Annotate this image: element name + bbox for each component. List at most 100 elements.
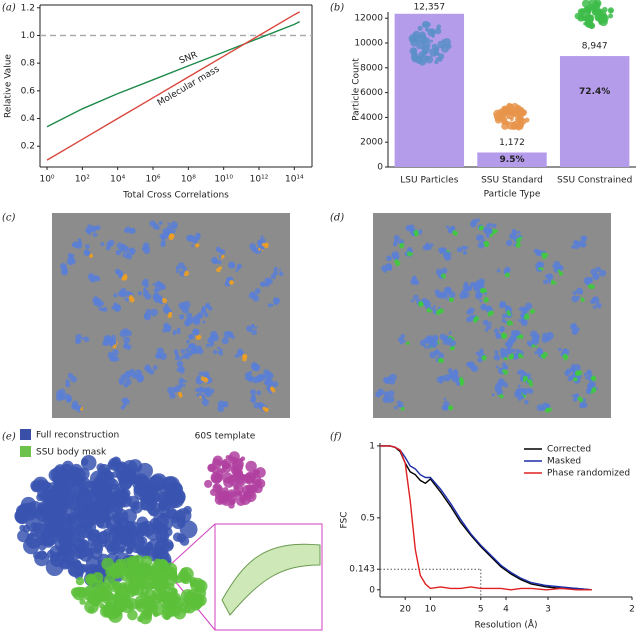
- density: [381, 265, 388, 272]
- panel-label: (c): [2, 213, 16, 224]
- value-label: 12,357: [414, 2, 446, 12]
- density: [432, 305, 436, 308]
- density: [493, 328, 499, 334]
- density: [155, 354, 160, 359]
- density: [533, 344, 536, 347]
- x-tick-label: 10¹²: [250, 175, 269, 185]
- density: [92, 232, 98, 238]
- density: [572, 398, 576, 402]
- density: [91, 225, 97, 231]
- legend-label: Phase randomized: [547, 469, 630, 479]
- density: [180, 348, 186, 354]
- density: [471, 365, 479, 373]
- density: [96, 472, 105, 481]
- y-tick-label: 0: [369, 585, 375, 595]
- density: [129, 248, 134, 254]
- density: [81, 458, 89, 466]
- density: [184, 270, 190, 276]
- density: [75, 577, 85, 586]
- density: [144, 542, 154, 552]
- density: [391, 251, 400, 259]
- density: [143, 313, 152, 321]
- density: [160, 241, 166, 248]
- density: [577, 397, 581, 401]
- density: [189, 335, 193, 340]
- density: [495, 365, 499, 369]
- y-tick-label: 0.4: [21, 114, 36, 124]
- density: [61, 392, 69, 400]
- density: [470, 281, 476, 287]
- density: [434, 27, 442, 35]
- y-axis-title: Relative Value: [4, 54, 14, 118]
- density: [176, 367, 182, 373]
- density: [73, 486, 88, 501]
- density: [489, 229, 493, 233]
- density: [608, 13, 614, 19]
- density: [173, 329, 178, 334]
- density: [538, 267, 541, 271]
- density: [236, 351, 243, 357]
- density: [123, 273, 128, 279]
- density: [218, 351, 224, 356]
- density: [523, 372, 527, 377]
- density: [423, 50, 428, 55]
- density: [59, 262, 67, 270]
- density: [504, 357, 508, 361]
- y-tick-label: 0.143: [349, 565, 375, 575]
- density: [178, 381, 184, 387]
- density: [417, 25, 423, 31]
- density: [90, 276, 94, 280]
- y-tick-label: 0.6: [21, 86, 36, 96]
- density: [128, 344, 132, 348]
- density: [165, 304, 169, 308]
- density: [61, 513, 75, 527]
- density: [195, 335, 199, 339]
- density: [449, 298, 452, 302]
- density: [434, 59, 439, 65]
- density: [517, 369, 523, 374]
- density: [216, 490, 224, 498]
- density: [190, 236, 198, 243]
- density: [167, 386, 175, 395]
- density: [406, 251, 412, 257]
- density: [577, 240, 584, 248]
- x-tick-label: 2: [629, 605, 635, 615]
- density: [599, 269, 607, 277]
- y-tick-label: 1.2: [21, 3, 35, 13]
- density: [503, 364, 509, 370]
- y-tick-label: 2000: [360, 138, 383, 148]
- density: [489, 234, 493, 237]
- density: [399, 340, 404, 345]
- density: [251, 479, 256, 485]
- inset-title: 60S template: [195, 432, 256, 442]
- density: [556, 264, 563, 271]
- density: [524, 399, 529, 405]
- density: [437, 56, 443, 62]
- density: [494, 350, 498, 354]
- density: [99, 581, 111, 594]
- density: [494, 385, 502, 393]
- density: [455, 376, 460, 380]
- x-tick-label: 20: [399, 605, 411, 615]
- x-tick-label: SSU Constrained: [557, 176, 632, 186]
- density: [462, 250, 467, 255]
- density: [102, 306, 108, 313]
- density: [196, 233, 200, 236]
- density: [166, 490, 185, 509]
- density: [223, 330, 231, 338]
- density: [250, 324, 255, 329]
- density: [176, 533, 187, 543]
- y-tick-label: 6000: [360, 88, 383, 98]
- density: [165, 308, 170, 313]
- density: [493, 112, 503, 122]
- density: [245, 460, 257, 473]
- density: [123, 336, 131, 344]
- x-tick-label: 10⁸: [181, 175, 196, 185]
- density: [571, 394, 575, 397]
- density: [433, 50, 439, 56]
- density: [217, 346, 221, 350]
- density: [570, 366, 575, 371]
- density: [450, 340, 456, 346]
- density: [86, 229, 92, 235]
- density: [186, 339, 190, 344]
